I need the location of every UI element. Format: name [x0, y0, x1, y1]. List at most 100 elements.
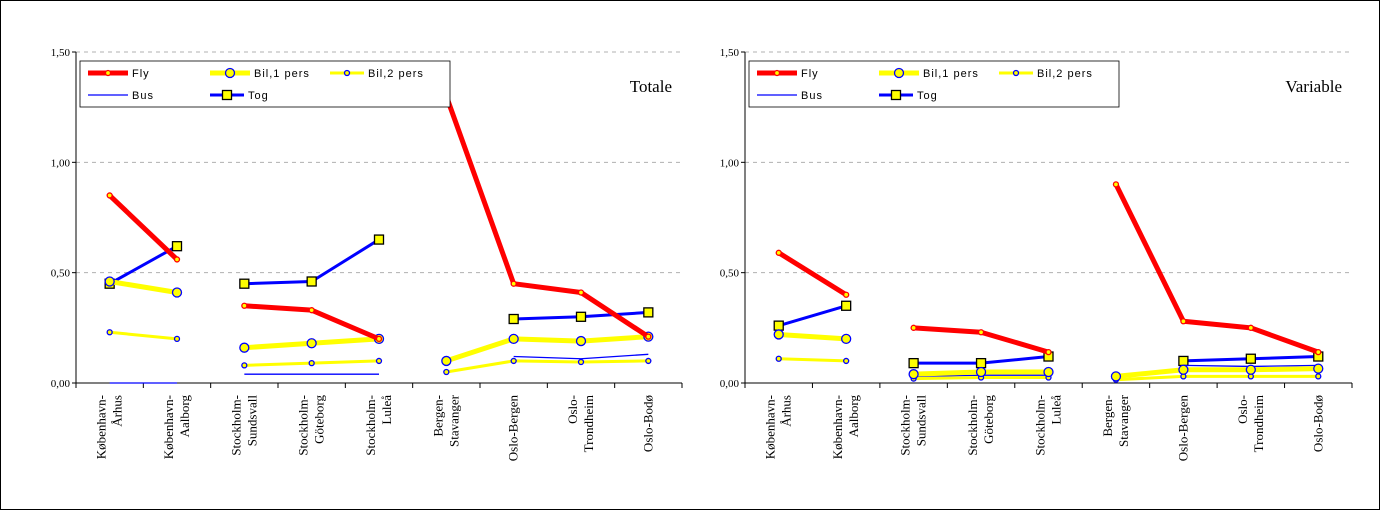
legend-entry-fly: Fly [88, 68, 149, 80]
y-tick-label: 0,50 [51, 268, 71, 280]
category-label-line: Bergen- [430, 395, 445, 437]
legend-marker [1012, 69, 1020, 77]
category-label-line: Sundsvall [244, 395, 259, 447]
category-label-line: Aalborg [846, 395, 861, 438]
category-label-stockholm-lulea: Stockholm- Luleå [363, 395, 394, 456]
series-line-bil-1-pers [1115, 366, 1319, 379]
series-line-bus [513, 353, 649, 360]
data-point [843, 357, 850, 365]
data-point [510, 280, 517, 287]
category-label-line: Århus [110, 395, 125, 427]
series-line-fly [777, 250, 848, 297]
series-line-tog [108, 244, 178, 286]
series-line-bil-2-pers [778, 357, 847, 363]
legend: Fly Bil,1 pers Bil,2 pers Bus Tog [748, 60, 1120, 108]
data-point [773, 329, 784, 340]
data-point [171, 241, 183, 252]
category-label-line: Stockholm- [228, 395, 243, 456]
data-point [1315, 373, 1322, 380]
legend-marker [224, 67, 236, 79]
series-line-fly [443, 95, 650, 339]
legend-label: Tog [248, 90, 269, 102]
category-label-line: Luleå [379, 395, 394, 425]
legend-label: Bus [801, 90, 823, 102]
category-label-line: Oslo-Bergen [1175, 395, 1190, 462]
category-label-stockholm-sundsvall: Stockholm- Sundsvall [898, 395, 929, 456]
category-label-line: Stavanger [1116, 394, 1131, 447]
category-label-oslo-trondheim: Oslo- Trondheim [565, 395, 596, 452]
y-tick-label: 0,00 [720, 378, 740, 390]
legend-entry-tog: Tog [879, 89, 937, 102]
legend-entry-tog: Tog [210, 89, 269, 102]
category-label-line: Luleå [1049, 395, 1064, 425]
data-point [773, 320, 784, 331]
series-line-bil-2-pers [446, 359, 649, 374]
data-point [1247, 324, 1254, 331]
category-label-line: København- [94, 395, 109, 459]
data-point [173, 335, 181, 343]
series-bil-2-pers [106, 329, 652, 376]
data-point [241, 302, 248, 309]
category-label-kobenhavn-aalborg: København- Aalborg [830, 395, 861, 460]
data-point [104, 276, 115, 287]
data-point [975, 366, 987, 378]
category-label-kobenhavn-arhus: København- Århus [763, 395, 794, 459]
legend-entry-bus: Bus [757, 90, 823, 102]
category-label-line: København- [763, 395, 778, 459]
data-point [1245, 364, 1256, 375]
legend-label: Bil,2 pers [1037, 68, 1093, 80]
category-label-oslo-bodo: Oslo-Bodø [1310, 395, 1325, 453]
category-label-oslo-trondheim: Oslo- Trondheim [1235, 395, 1266, 452]
data-point [1180, 318, 1187, 325]
data-point [575, 311, 587, 322]
data-point [443, 368, 450, 376]
category-label-oslo-bergen: Oslo-Bergen [506, 395, 521, 462]
data-point [441, 355, 452, 367]
category-label-line: Göteborg [981, 395, 996, 444]
category-label-bergen-stavanger: Bergen- Stavanger [430, 394, 461, 447]
data-point [239, 278, 250, 289]
category-label-line: Oslo-Bergen [506, 395, 521, 462]
legend-label: Bus [132, 90, 154, 102]
category-label-stockholm-sundsvall: Stockholm- Sundsvall [228, 395, 259, 456]
data-point [841, 333, 852, 345]
data-point [645, 333, 652, 340]
category-label-line: Stockholm- [296, 395, 311, 456]
legend-label: Bil,1 pers [254, 68, 310, 80]
y-tick-label: 0,50 [720, 268, 740, 280]
data-point [977, 329, 985, 336]
data-point [577, 358, 585, 366]
data-point [841, 300, 852, 311]
data-point [775, 355, 782, 362]
category-label-line: Oslo- [565, 395, 580, 424]
category-label-oslo-bergen: Oslo-Bergen [1175, 395, 1190, 462]
data-point [375, 357, 383, 365]
category-label-line: Aalborg [177, 395, 192, 438]
category-label-line: Stockholm- [1033, 395, 1048, 456]
legend-marker [104, 69, 112, 77]
data-point [908, 357, 919, 369]
series-line-bil-2-pers [109, 330, 178, 341]
legend-entry-bil-2-pers: Bil,2 pers [330, 68, 423, 80]
data-point [508, 313, 519, 325]
y-tick-label: 1,50 [720, 47, 740, 59]
legend: Fly Bil,1 pers Bil,2 pers Bus Tog [79, 60, 451, 108]
data-point [510, 357, 517, 365]
series-line-fly [107, 193, 179, 262]
legend-box [748, 60, 1120, 108]
data-point [1045, 348, 1052, 356]
data-point [308, 359, 315, 367]
category-label-line: Oslo- [1235, 395, 1250, 424]
category-label-line: Oslo-Bodø [640, 395, 655, 453]
data-point [1245, 353, 1256, 364]
data-point [910, 324, 917, 331]
category-label-line: København- [830, 395, 845, 459]
data-point [106, 192, 113, 199]
y-tick-label: 1,00 [720, 157, 740, 169]
legend-marker [890, 89, 902, 101]
category-label-line: Stockholm- [965, 395, 980, 456]
data-point [577, 289, 585, 296]
series-bus [109, 353, 649, 384]
